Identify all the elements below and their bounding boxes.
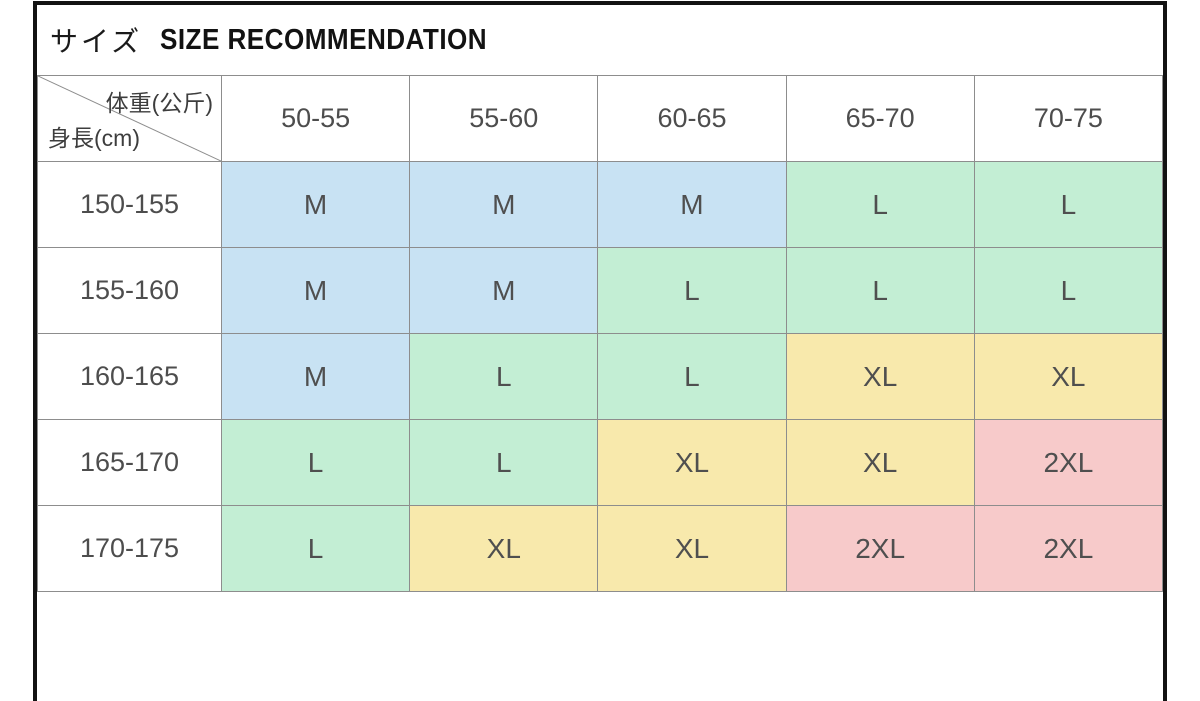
weight-column-header: 50-55 (220, 75, 411, 162)
chart-title-bar: サイズ SIZE RECOMMENDATION (37, 5, 1163, 75)
size-value-cell: M (220, 333, 411, 420)
size-value-cell: L (597, 333, 787, 420)
height-row-header: 165-170 (37, 419, 222, 506)
size-value-cell: L (785, 161, 975, 248)
size-value-cell: XL (597, 419, 787, 506)
height-axis-label: 身長(cm) (48, 125, 140, 151)
size-value-cell: M (220, 161, 411, 248)
height-row-header: 160-165 (37, 333, 222, 420)
size-value-cell: M (220, 247, 411, 334)
size-value-cell: L (785, 247, 975, 334)
table-row: 160-165 M L L XL XL (37, 333, 1164, 420)
weight-column-header: 65-70 (785, 75, 975, 162)
table-row: 165-170 L L XL XL 2XL (37, 419, 1164, 506)
title-japanese: サイズ (50, 26, 143, 57)
size-value-cell: L (973, 247, 1164, 334)
height-row-header: 150-155 (37, 161, 222, 248)
diagonal-divider-line (38, 76, 221, 161)
weight-column-header: 60-65 (597, 75, 787, 162)
size-value-cell: XL (973, 333, 1164, 420)
size-value-cell: 2XL (973, 505, 1164, 592)
table-row: 155-160 M M L L L (37, 247, 1164, 334)
size-value-cell: L (409, 333, 599, 420)
height-row-header: 170-175 (37, 505, 222, 592)
size-value-cell: XL (785, 419, 975, 506)
diagonal-corner-cell: 体重(公斤) 身長(cm) (37, 75, 222, 162)
size-value-cell: XL (785, 333, 975, 420)
weight-column-header: 55-60 (409, 75, 599, 162)
size-value-cell: XL (409, 505, 599, 592)
size-value-cell: L (220, 505, 411, 592)
header-row: 体重(公斤) 身長(cm) 50-55 55-60 60-65 65-70 70… (37, 75, 1164, 162)
size-value-cell: M (597, 161, 787, 248)
table-row: 170-175 L XL XL 2XL 2XL (37, 505, 1164, 592)
size-value-cell: L (409, 419, 599, 506)
table-row: 150-155 M M M L L (37, 161, 1164, 248)
size-value-cell: XL (597, 505, 787, 592)
height-row-header: 155-160 (37, 247, 222, 334)
size-value-cell: M (409, 247, 599, 334)
size-chart-panel: サイズ SIZE RECOMMENDATION 体重(公斤) 身長(cm) 50… (33, 1, 1167, 701)
weight-column-header: 70-75 (973, 75, 1164, 162)
size-value-cell: 2XL (973, 419, 1164, 506)
size-value-cell: L (973, 161, 1164, 248)
weight-axis-label: 体重(公斤) (105, 90, 213, 116)
size-recommendation-table: 体重(公斤) 身長(cm) 50-55 55-60 60-65 65-70 70… (37, 75, 1164, 592)
size-value-cell: M (409, 161, 599, 248)
size-value-cell: 2XL (785, 505, 975, 592)
title-english: SIZE RECOMMENDATION (160, 23, 488, 56)
size-value-cell: L (597, 247, 787, 334)
size-value-cell: L (220, 419, 411, 506)
